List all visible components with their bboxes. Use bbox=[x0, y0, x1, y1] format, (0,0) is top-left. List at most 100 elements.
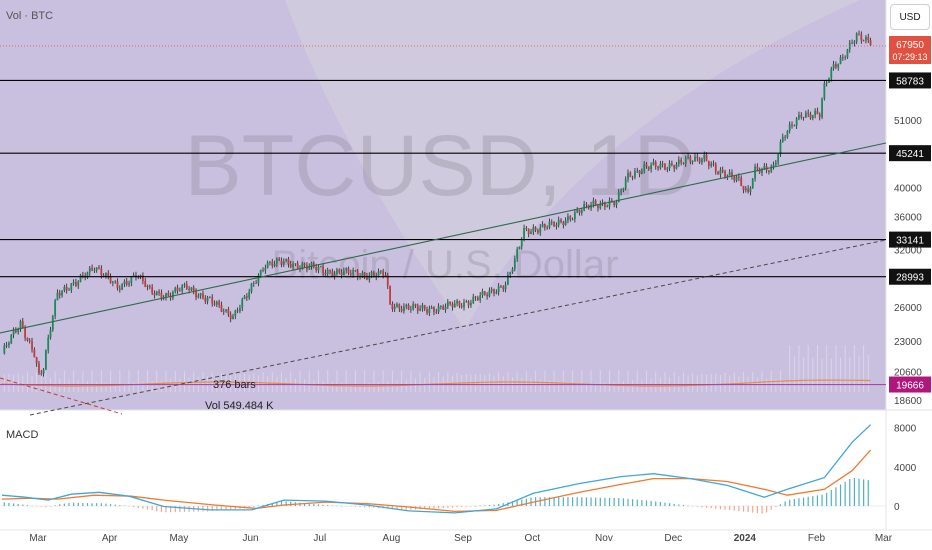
volume-bar bbox=[775, 379, 777, 392]
currency-button[interactable]: USD bbox=[890, 4, 930, 30]
volume-bar bbox=[170, 379, 172, 392]
volume-bar bbox=[248, 374, 250, 392]
candle-body bbox=[148, 285, 151, 288]
candle-body bbox=[804, 112, 807, 118]
macd-histogram-bar bbox=[516, 500, 518, 506]
candle-body bbox=[114, 281, 117, 283]
candle-body bbox=[317, 266, 320, 271]
macd-histogram-bar bbox=[313, 503, 315, 506]
candle-body bbox=[835, 64, 837, 68]
macd-histogram-bar bbox=[604, 497, 606, 506]
candle-body bbox=[407, 304, 410, 310]
candle-body bbox=[257, 275, 260, 284]
candle-body bbox=[352, 270, 355, 275]
time-axis-label: Sep bbox=[454, 533, 472, 544]
candle-body bbox=[287, 258, 290, 265]
candle-body bbox=[837, 63, 840, 68]
macd-histogram-bar bbox=[729, 506, 731, 511]
macd-histogram-bar bbox=[622, 498, 624, 506]
macd-histogram-bar bbox=[276, 502, 278, 506]
macd-histogram-bar bbox=[784, 501, 786, 506]
macd-histogram-bar bbox=[789, 499, 791, 506]
volume-bar bbox=[766, 378, 768, 392]
macd-histogram-bar bbox=[558, 497, 560, 506]
candle-body bbox=[624, 179, 627, 189]
candle-body bbox=[38, 363, 40, 374]
candle-body bbox=[165, 293, 167, 298]
candle-body bbox=[707, 160, 710, 166]
candle-body bbox=[627, 172, 629, 180]
volume-bar bbox=[26, 372, 28, 392]
macd-histogram-bar bbox=[715, 506, 717, 509]
candle-body bbox=[116, 281, 119, 289]
volume-bar bbox=[803, 356, 805, 392]
macd-histogram-bar bbox=[770, 506, 772, 510]
candle-body bbox=[310, 262, 313, 267]
volume-bar bbox=[13, 374, 15, 392]
candle-body bbox=[802, 117, 805, 118]
candle-body bbox=[527, 229, 530, 235]
candle-body bbox=[128, 283, 130, 285]
candle-body bbox=[199, 293, 202, 296]
candle-body bbox=[430, 307, 433, 309]
candle-body bbox=[557, 219, 560, 226]
macd-histogram-bar bbox=[461, 506, 463, 507]
macd-histogram-bar bbox=[470, 506, 472, 507]
candle-body bbox=[460, 305, 463, 308]
signal-line bbox=[1, 449, 872, 513]
candle-body bbox=[703, 154, 706, 160]
macd-histogram-bar bbox=[271, 503, 273, 506]
candle-body bbox=[691, 161, 694, 163]
macd-histogram-bar bbox=[109, 504, 112, 506]
candle-body bbox=[398, 304, 401, 309]
volume-bar bbox=[8, 373, 10, 392]
candle-body bbox=[377, 271, 380, 277]
macd-histogram-bar bbox=[479, 505, 481, 507]
candle-body bbox=[830, 68, 833, 79]
candle-body bbox=[724, 171, 726, 177]
candle-body bbox=[493, 289, 495, 294]
candle-body bbox=[608, 200, 611, 207]
candle-body bbox=[481, 291, 484, 296]
candle-body bbox=[516, 249, 519, 259]
candle-body bbox=[756, 166, 759, 169]
candle-body bbox=[100, 268, 103, 276]
macd-histogram-bar bbox=[364, 506, 366, 508]
volume-bar bbox=[682, 372, 684, 392]
candle-body bbox=[476, 297, 479, 301]
candle-body bbox=[167, 293, 170, 296]
candle-body bbox=[146, 285, 149, 288]
macd-histogram-bar bbox=[844, 481, 846, 506]
macd-histogram-bar bbox=[304, 503, 306, 506]
volume-bar bbox=[743, 372, 745, 392]
candle-body bbox=[714, 164, 717, 172]
macd-histogram-bar bbox=[807, 496, 809, 506]
macd-tick-label: 4000 bbox=[894, 463, 917, 474]
macd-histogram-bar bbox=[775, 506, 777, 507]
volume-bar bbox=[382, 370, 384, 392]
candle-body bbox=[153, 293, 156, 296]
macd-histogram-bar bbox=[331, 505, 333, 506]
macd-histogram-bar bbox=[719, 506, 722, 510]
macd-histogram-bar bbox=[345, 506, 347, 507]
macd-histogram-bar bbox=[599, 497, 601, 506]
candle-body bbox=[31, 341, 33, 350]
macd-histogram-bar bbox=[77, 502, 79, 506]
candle-body bbox=[705, 154, 708, 161]
candle-body bbox=[659, 163, 662, 169]
volume-bar bbox=[645, 370, 647, 392]
candle-body bbox=[248, 291, 251, 298]
volume-bar bbox=[54, 371, 56, 392]
candle-body bbox=[816, 110, 819, 115]
candle-body bbox=[426, 309, 428, 313]
candle-body bbox=[770, 166, 773, 172]
macd-histogram-bar bbox=[664, 502, 666, 506]
candle-body bbox=[523, 227, 525, 240]
candle-body bbox=[657, 166, 659, 169]
candle-body bbox=[537, 230, 539, 233]
candle-body bbox=[617, 192, 620, 203]
candle-body bbox=[509, 272, 512, 275]
macd-histogram-bar bbox=[91, 503, 93, 506]
volume-bar bbox=[572, 370, 574, 392]
